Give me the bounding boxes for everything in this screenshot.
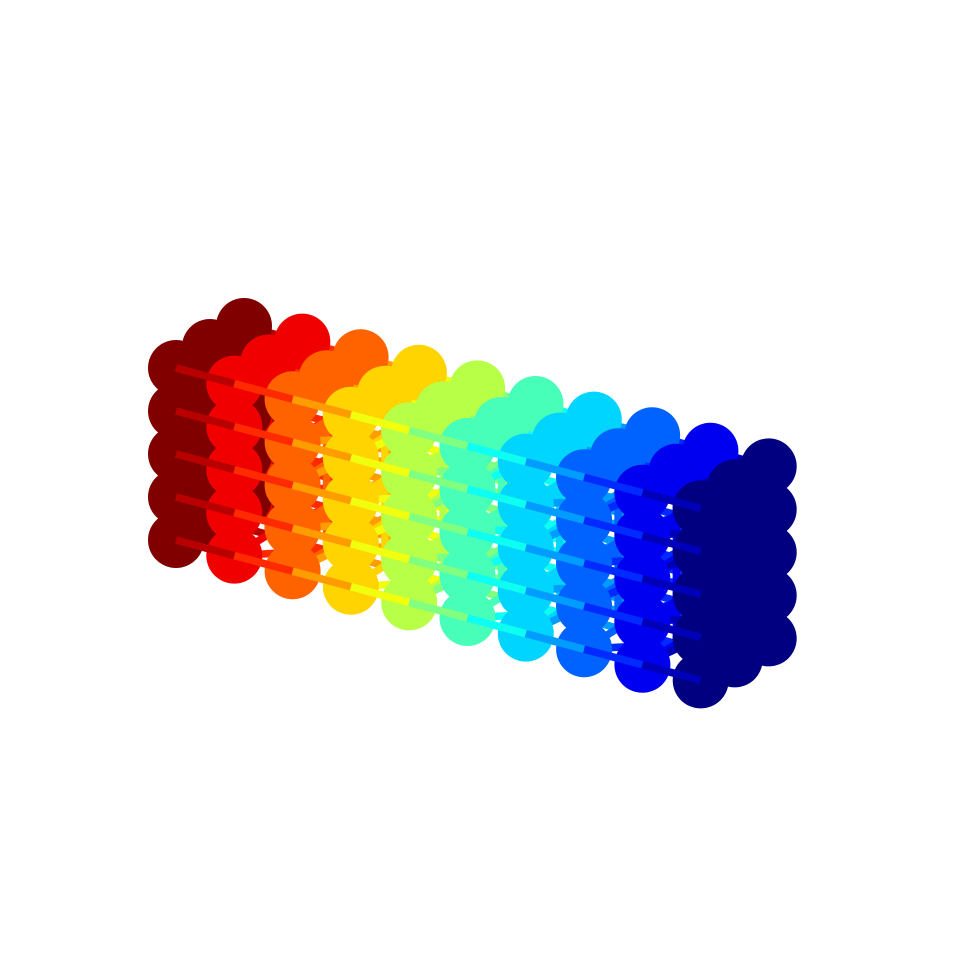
lattice-bond-front [233, 422, 294, 446]
lattice-bond-front [349, 540, 411, 564]
lattice-bond-front [408, 469, 469, 493]
lattice-bond-front [641, 532, 702, 556]
lattice-bond-front [466, 528, 527, 552]
lattice-bond-front [291, 567, 352, 591]
lattice-bond-front [349, 583, 411, 607]
lattice-bond-front [291, 524, 352, 548]
node-layer [148, 298, 797, 709]
lattice-bond-front [175, 450, 236, 474]
lattice-bond-front [175, 364, 236, 388]
lattice-bond-front [349, 454, 411, 478]
lattice-bond-front [641, 489, 702, 513]
lattice-bond-front [583, 645, 644, 669]
lattice-bond-front [408, 512, 469, 536]
lattice-bond-front [466, 571, 527, 595]
lattice-bond-front [583, 602, 644, 626]
lattice-bond-front [233, 465, 294, 489]
lattice-bond-front [583, 516, 644, 540]
lattice-bond-front [524, 543, 586, 567]
lattice-bond-front [408, 426, 469, 450]
lattice-bond-front [641, 575, 702, 599]
lattice-bond-front [466, 442, 527, 466]
lattice-bond-front [233, 508, 294, 532]
lattice-bond-front [524, 629, 586, 653]
lattice-bond-front [466, 485, 527, 509]
lattice-bond-front [175, 536, 236, 560]
lattice-bond-front [466, 614, 527, 638]
lattice-bond-front [291, 438, 352, 462]
lattice-bond-front [524, 586, 586, 610]
lattice-bond-front [524, 457, 586, 481]
lattice-bond-front [233, 551, 294, 575]
lattice-bond-front [408, 598, 469, 622]
lattice-node [672, 480, 729, 537]
lattice-bond-front [291, 395, 352, 419]
lattice-bond-front [175, 407, 236, 431]
lattice-bond-front [349, 411, 411, 435]
lattice-bond-front [641, 661, 702, 685]
lattice-bond-front [641, 618, 702, 642]
lattice-bond-front [408, 555, 469, 579]
lattice-bond-front [583, 473, 644, 497]
lattice-bond-front [233, 379, 294, 403]
lattice-bond-front [583, 559, 644, 583]
lattice-bond-front [175, 493, 236, 517]
lattice-bond-front [349, 497, 411, 521]
lattice-bond-front [291, 481, 352, 505]
lattice-bond-front [524, 500, 586, 524]
front-bond-layer [175, 364, 702, 685]
